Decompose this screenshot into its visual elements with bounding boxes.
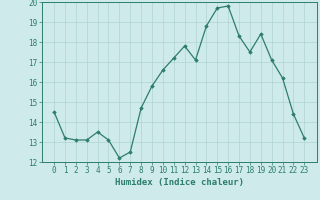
X-axis label: Humidex (Indice chaleur): Humidex (Indice chaleur): [115, 178, 244, 187]
